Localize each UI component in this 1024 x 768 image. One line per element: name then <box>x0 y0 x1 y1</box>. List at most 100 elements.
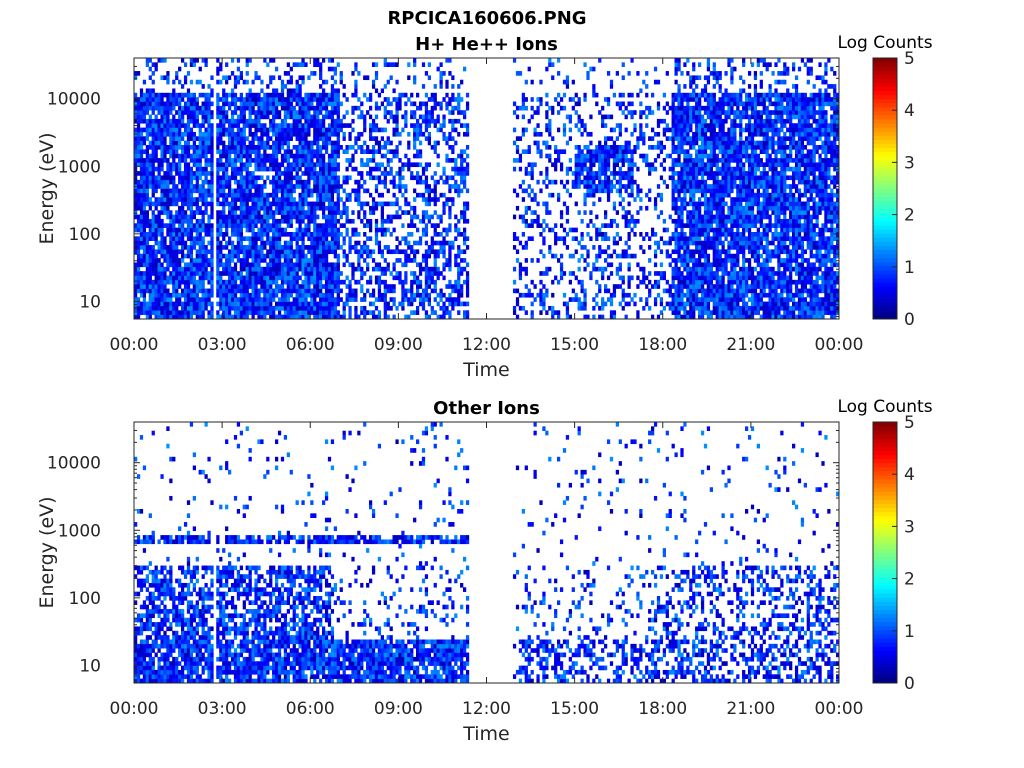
spectrogram-cell <box>257 75 261 81</box>
spectrogram-cell <box>148 105 152 111</box>
spectrogram-cell <box>589 192 593 198</box>
spectrogram-cell <box>228 218 232 224</box>
spectrogram-cell <box>336 97 340 102</box>
spectrogram-cell <box>228 179 232 185</box>
spectrogram-cell <box>148 175 152 181</box>
spectrogram-cell <box>465 188 470 194</box>
spectrogram-cell <box>192 105 196 111</box>
spectrogram-cell <box>154 266 158 272</box>
spectrogram-cell <box>139 227 144 233</box>
spectrogram-cell <box>151 210 155 215</box>
spectrogram-cell <box>277 110 282 115</box>
spectrogram-cell <box>427 192 431 198</box>
spectrogram-cell <box>416 131 420 137</box>
spectrogram-cell <box>339 118 343 124</box>
spectrogram-cell <box>389 284 393 289</box>
spectrogram-cell <box>183 166 188 172</box>
spectrogram-cell <box>357 210 361 215</box>
spectrogram-cell <box>354 292 358 298</box>
spectrogram-cell <box>228 92 232 98</box>
spectrogram-cell <box>301 110 305 115</box>
spectrogram-cell <box>163 136 167 141</box>
spectrogram-cell <box>157 179 161 185</box>
spectrogram-cell <box>186 118 191 124</box>
spectrogram-cell <box>228 288 232 294</box>
spectrogram-cell <box>515 297 520 302</box>
spectrogram-cell <box>160 284 164 289</box>
spectrogram-cell <box>280 88 285 94</box>
spectrogram-cell <box>595 253 599 259</box>
spectrogram-cell <box>313 258 317 263</box>
spectrogram-cell <box>457 275 461 281</box>
spectrogram-cell <box>272 258 276 263</box>
spectrogram-cell <box>557 92 561 98</box>
spectrogram-cell <box>568 158 572 163</box>
spectrogram-cell <box>248 140 252 146</box>
spectrogram-cell <box>392 192 396 198</box>
spectrogram-cell <box>433 279 437 285</box>
spectrogram-cell <box>304 214 308 220</box>
spectrogram-cell <box>386 262 390 268</box>
spectrogram-cell <box>383 105 387 111</box>
spectrogram-cell <box>524 149 528 154</box>
spectrogram-cell <box>154 253 158 259</box>
spectrogram-cell <box>275 171 279 176</box>
spectrogram-cell <box>210 292 214 298</box>
spectrogram-cell <box>186 227 191 233</box>
spectrogram-cell <box>518 271 523 276</box>
spectrogram-cell <box>163 75 167 81</box>
spectrogram-cell <box>145 197 149 202</box>
spectrogram-cell <box>254 262 258 268</box>
spectrogram-cell <box>430 114 434 120</box>
spectrogram-cell <box>404 292 408 298</box>
spectrogram-cell <box>263 105 267 111</box>
spectrogram-cell <box>439 123 443 128</box>
spectrogram-cell <box>330 236 335 241</box>
spectrogram-cell <box>160 292 164 298</box>
spectrogram-cell <box>386 171 390 176</box>
spectrogram-cell <box>374 201 379 207</box>
spectrogram-cell <box>395 271 399 276</box>
spectrogram-cell <box>189 166 194 172</box>
spectrogram-cell <box>216 223 220 228</box>
spectrogram-cell <box>559 179 564 185</box>
spectrogram-cell <box>139 271 144 276</box>
spectrogram-cell <box>163 284 167 289</box>
spectrogram-cell <box>574 158 578 163</box>
spectrogram-cell <box>225 131 229 137</box>
spectrogram-cell <box>401 305 405 311</box>
spectrogram-cell <box>269 297 273 302</box>
spectrogram-cell <box>336 114 340 120</box>
spectrogram-cell <box>154 197 158 202</box>
spectrogram-cell <box>189 188 194 194</box>
spectrogram-cell <box>260 314 264 320</box>
spectrogram-cell <box>157 258 161 263</box>
spectrogram-cell <box>225 223 229 228</box>
spectrogram-cell <box>148 179 152 185</box>
spectrogram-cell <box>357 114 361 120</box>
spectrogram-cell <box>163 149 167 154</box>
spectrogram-cell <box>181 158 185 163</box>
spectrogram-cell <box>345 214 349 220</box>
spectrogram-cell <box>304 305 308 311</box>
spectrogram-cell <box>319 262 323 268</box>
spectrogram-cell <box>189 271 194 276</box>
spectrogram-cell <box>233 266 238 272</box>
spectrogram-cell <box>210 166 214 172</box>
spectrogram-cell <box>175 218 179 224</box>
spectrogram-cell <box>457 227 461 233</box>
spectrogram-cell <box>269 75 273 81</box>
spectrogram-cell <box>189 101 194 107</box>
spectrogram-cell <box>595 292 599 298</box>
spectrogram-cell <box>172 136 176 141</box>
spectrogram-cell <box>389 218 393 224</box>
spectrogram-cell <box>360 245 364 250</box>
spectrogram-cell <box>216 271 220 276</box>
spectrogram-cell <box>433 284 437 289</box>
spectrogram-cell <box>254 188 258 194</box>
spectrogram-cell <box>551 162 555 168</box>
spectrogram-cell <box>389 305 393 311</box>
spectrogram-cell <box>163 205 167 211</box>
spectrogram-cell <box>454 184 458 189</box>
spectrogram-cell <box>192 210 196 215</box>
